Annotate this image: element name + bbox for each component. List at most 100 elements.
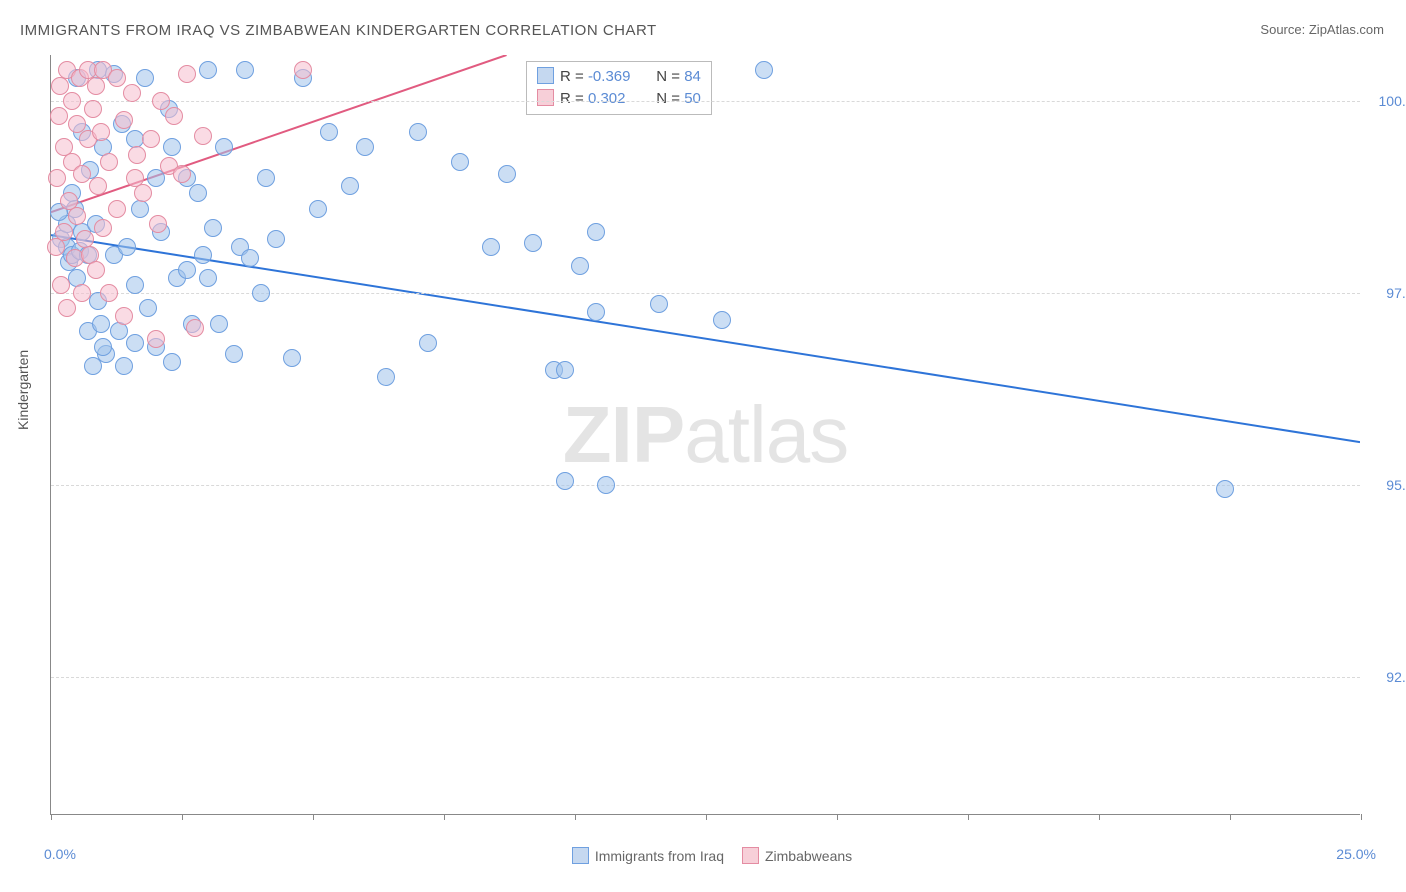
scatter-point <box>100 284 118 302</box>
scatter-point <box>524 234 542 252</box>
scatter-point <box>482 238 500 256</box>
x-tick <box>51 814 52 820</box>
scatter-point <box>87 77 105 95</box>
r-value: -0.369 <box>588 66 648 88</box>
y-gridline <box>51 293 1360 294</box>
trend-lines-layer <box>51 55 1360 814</box>
scatter-point <box>294 61 312 79</box>
scatter-point <box>58 299 76 317</box>
watermark-logo: ZIPatlas <box>563 389 848 481</box>
scatter-point <box>257 169 275 187</box>
scatter-point <box>320 123 338 141</box>
scatter-point <box>199 61 217 79</box>
scatter-point <box>650 295 668 313</box>
scatter-point <box>94 338 112 356</box>
legend-series-label: Immigrants from Iraq <box>595 848 724 864</box>
scatter-point <box>225 345 243 363</box>
r-label: R = <box>560 90 588 107</box>
x-tick <box>1099 814 1100 820</box>
x-tick <box>313 814 314 820</box>
scatter-point <box>194 127 212 145</box>
x-tick <box>575 814 576 820</box>
scatter-point <box>236 61 254 79</box>
scatter-point <box>204 219 222 237</box>
correlation-legend: R = -0.369 N = 84R = 0.302 N = 50 <box>526 61 712 115</box>
scatter-point <box>597 476 615 494</box>
y-gridline <box>51 677 1360 678</box>
scatter-point <box>92 315 110 333</box>
scatter-point <box>189 184 207 202</box>
watermark-bold: ZIP <box>563 390 684 479</box>
scatter-point <box>571 257 589 275</box>
y-tick-label: 95.0% <box>1386 477 1406 493</box>
scatter-point <box>73 165 91 183</box>
scatter-point <box>126 276 144 294</box>
scatter-point <box>341 177 359 195</box>
scatter-point <box>68 207 86 225</box>
scatter-point <box>118 238 136 256</box>
scatter-point <box>356 138 374 156</box>
scatter-point <box>136 69 154 87</box>
scatter-point <box>587 223 605 241</box>
scatter-point <box>139 299 157 317</box>
scatter-point <box>267 230 285 248</box>
scatter-point <box>713 311 731 329</box>
scatter-point <box>73 284 91 302</box>
scatter-point <box>142 130 160 148</box>
y-gridline <box>51 101 1360 102</box>
scatter-point <box>194 246 212 264</box>
scatter-point <box>173 165 191 183</box>
legend-swatch <box>572 847 589 864</box>
scatter-point <box>755 61 773 79</box>
watermark-light: atlas <box>684 390 848 479</box>
scatter-point <box>283 349 301 367</box>
scatter-point <box>94 219 112 237</box>
scatter-point <box>149 215 167 233</box>
scatter-point <box>126 334 144 352</box>
y-tick-label: 92.5% <box>1386 669 1406 685</box>
scatter-point <box>55 223 73 241</box>
n-label: N = <box>656 68 684 85</box>
x-tick <box>182 814 183 820</box>
scatter-point <box>587 303 605 321</box>
scatter-point <box>89 177 107 195</box>
scatter-point <box>377 368 395 386</box>
legend-series-label: Zimbabweans <box>765 848 852 864</box>
r-value: 0.302 <box>588 88 648 110</box>
x-tick <box>444 814 445 820</box>
y-gridline <box>51 485 1360 486</box>
scatter-point <box>165 107 183 125</box>
scatter-point <box>115 357 133 375</box>
source-link[interactable]: ZipAtlas.com <box>1309 22 1384 37</box>
scatter-point <box>419 334 437 352</box>
legend-swatch <box>742 847 759 864</box>
n-value: 50 <box>684 90 701 107</box>
scatter-point <box>1216 480 1234 498</box>
scatter-point <box>115 307 133 325</box>
scatter-point <box>178 65 196 83</box>
scatter-point <box>108 200 126 218</box>
x-tick <box>837 814 838 820</box>
scatter-point <box>241 249 259 267</box>
legend-swatch <box>537 67 554 84</box>
scatter-point <box>48 169 66 187</box>
scatter-point <box>100 153 118 171</box>
x-tick <box>968 814 969 820</box>
legend-swatch <box>537 89 554 106</box>
legend-row: R = -0.369 N = 84 <box>537 66 701 88</box>
scatter-point <box>108 69 126 87</box>
scatter-point <box>152 92 170 110</box>
scatter-point <box>556 472 574 490</box>
y-axis-title: Kindergarten <box>15 350 31 430</box>
scatter-point <box>134 184 152 202</box>
x-tick <box>1230 814 1231 820</box>
chart-title: IMMIGRANTS FROM IRAQ VS ZIMBABWEAN KINDE… <box>20 22 657 39</box>
x-tick <box>706 814 707 820</box>
scatter-point <box>128 146 146 164</box>
scatter-point <box>50 107 68 125</box>
r-label: R = <box>560 68 588 85</box>
scatter-point <box>123 84 141 102</box>
scatter-point <box>451 153 469 171</box>
scatter-point <box>309 200 327 218</box>
scatter-point <box>210 315 228 333</box>
